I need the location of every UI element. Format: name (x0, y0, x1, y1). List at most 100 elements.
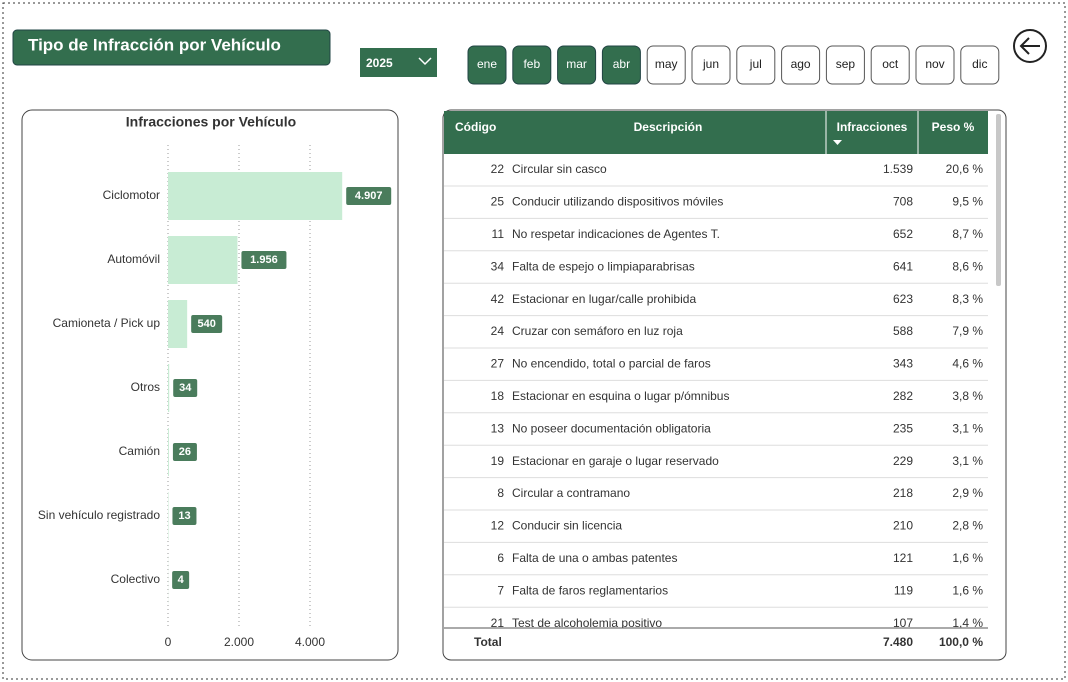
month-button[interactable] (646, 45, 686, 85)
table-cell: 11 (492, 227, 505, 241)
table-cell: 3,1 % (952, 454, 983, 468)
table-cell: 588 (893, 324, 913, 338)
total-cell: 7.480 (883, 635, 913, 649)
sort-indicator (833, 140, 842, 145)
table-cell: 121 (893, 551, 913, 565)
table-cell: 1,6 % (952, 583, 983, 597)
back-button[interactable] (1013, 29, 1047, 63)
value-label-box (241, 251, 287, 269)
bar (168, 172, 343, 220)
chart-title: Infracciones por Vehículo (126, 114, 296, 130)
table-cell: 3,8 % (952, 389, 983, 403)
table-cell: 107 (893, 616, 913, 630)
table-cell: Conducir utilizando dispositivos móviles (512, 195, 723, 209)
table-cell: Estacionar en lugar/calle prohibida (512, 292, 696, 306)
table-cell: Circular a contramano (512, 486, 630, 500)
table-body: 22 Circular sin casco 1.539 20,6 % 25 Conduci… (444, 162, 988, 630)
table-cell: 229 (893, 454, 913, 468)
table-cell: 3,1 % (952, 421, 983, 435)
table-cell: 22 (491, 162, 505, 176)
value-label: 4 (178, 574, 185, 586)
bar (168, 236, 238, 284)
table-cell: 18 (491, 389, 505, 403)
month-label: may (655, 57, 678, 71)
month-label: jul (749, 57, 762, 71)
dropdown-arrow (418, 57, 432, 66)
month-label: sep (836, 57, 856, 71)
value-label-box (172, 443, 197, 461)
month-button[interactable] (870, 45, 910, 85)
table-cell: Conducir sin licencia (512, 519, 622, 533)
month-label: nov (925, 57, 944, 71)
month-button[interactable] (512, 45, 552, 85)
table-cell: 19 (491, 454, 505, 468)
column-header: Infracciones (837, 120, 908, 134)
back-arrow (1019, 37, 1040, 55)
month-button[interactable] (825, 45, 865, 85)
table-cell: No poseer documentación obligatoria (512, 421, 711, 435)
category-label: Colectivo (111, 572, 161, 586)
table-cell: 34 (491, 259, 505, 273)
value-label: 4.907 (355, 190, 383, 202)
table-cell: 8,3 % (952, 292, 983, 306)
table-cell: Estacionar en garaje o lugar reservado (512, 454, 719, 468)
category-label: Otros (131, 380, 160, 394)
table-header (444, 111, 988, 154)
table-cell: Falta de una o ambas patentes (512, 551, 677, 565)
value-label-box (191, 315, 223, 333)
value-label-box (172, 507, 197, 525)
month-button[interactable] (601, 45, 641, 85)
month-button[interactable] (960, 45, 1000, 85)
table-panel (442, 109, 1007, 661)
table-cell: 7 (497, 583, 504, 597)
table-cell: No encendido, total o parcial de faros (512, 357, 711, 371)
value-label: 34 (179, 382, 192, 394)
table-cell: 343 (893, 357, 913, 371)
bar (168, 364, 170, 412)
value-label: 13 (178, 510, 190, 522)
page-title: Tipo de Infracción por Vehículo (28, 35, 281, 54)
category-label: Sin vehículo registrado (38, 508, 160, 522)
total-cell: 100,0 % (939, 635, 983, 649)
table-cell: Falta de faros reglamentarios (512, 583, 668, 597)
table-cell: 21 (491, 616, 505, 630)
month-buttons: ene feb mar abr may jun jul ago sep oct nov dic (467, 45, 1000, 85)
value-label-box (173, 379, 198, 397)
table-cell: Estacionar en esquina o lugar p/ómnibus (512, 389, 729, 403)
month-button[interactable] (736, 45, 776, 85)
month-button[interactable] (467, 45, 507, 85)
category-label: Camión (119, 444, 160, 458)
table: Código Descripción Infracciones Peso % 22 Cir… (444, 120, 988, 649)
table-cell: 652 (893, 227, 913, 241)
chart-panel (21, 109, 399, 661)
value-label-box (346, 187, 392, 205)
x-tick-label: 4.000 (295, 635, 325, 649)
month-label: ago (791, 57, 811, 71)
table-cell: 8,6 % (952, 259, 983, 273)
month-button[interactable] (915, 45, 955, 85)
total-cell: Total (474, 635, 502, 649)
table-cell: 1,6 % (952, 551, 983, 565)
table-cell: 24 (491, 324, 505, 338)
scrollbar[interactable] (996, 114, 1001, 286)
value-label-box (172, 571, 190, 589)
table-cell: 708 (893, 195, 913, 209)
table-cell: 13 (491, 421, 505, 435)
category-label: Automóvil (107, 252, 160, 266)
table-cell: 42 (491, 292, 505, 306)
table-cell: 235 (893, 421, 913, 435)
table-cell: 8,7 % (952, 227, 983, 241)
month-button[interactable] (557, 45, 597, 85)
table-cell: 2,9 % (952, 486, 983, 500)
column-header: Descripción (634, 120, 703, 134)
month-button[interactable] (781, 45, 821, 85)
value-label: 1.956 (250, 254, 278, 266)
value-label: 540 (197, 318, 215, 330)
table-cell: 641 (893, 259, 913, 273)
month-button[interactable] (691, 45, 731, 85)
table-cell: 1,4 % (952, 616, 983, 630)
year-value: 2025 (366, 56, 393, 70)
title-box (12, 29, 331, 66)
